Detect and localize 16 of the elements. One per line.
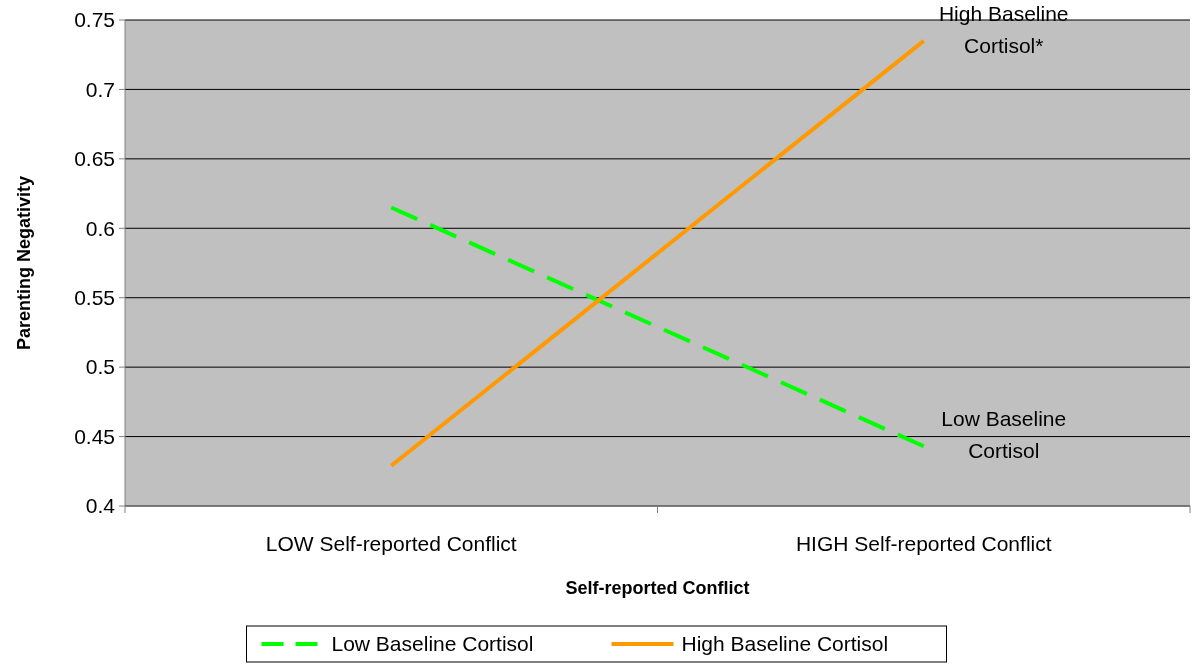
y-tick-label: 0.75	[74, 8, 115, 32]
y-tick-label: 0.5	[85, 355, 115, 379]
y-tick-label: 0.7	[85, 77, 115, 101]
annotation: Low Baseline Cortisol	[941, 407, 1067, 463]
x-tick-label: HIGH Self-reported Conflict	[795, 532, 1052, 555]
y-tick-label: 0.65	[74, 147, 115, 171]
y-tick-label: 0.55	[74, 286, 115, 310]
y-tick-label: 0.4	[85, 494, 116, 518]
x-tick-label: LOW Self-reported Conflict	[265, 532, 517, 555]
y-tick-label: 0.45	[74, 424, 115, 448]
annotation: High Baseline Cortisol*	[938, 1, 1069, 57]
legend-label: High Baseline Cortisol	[681, 632, 889, 656]
y-axis-title: Parenting Negativity	[14, 175, 34, 351]
x-axis-title: Self-reported Conflict	[565, 578, 750, 598]
y-tick-label: 0.6	[85, 216, 115, 240]
legend-label: Low Baseline Cortisol	[331, 632, 534, 656]
